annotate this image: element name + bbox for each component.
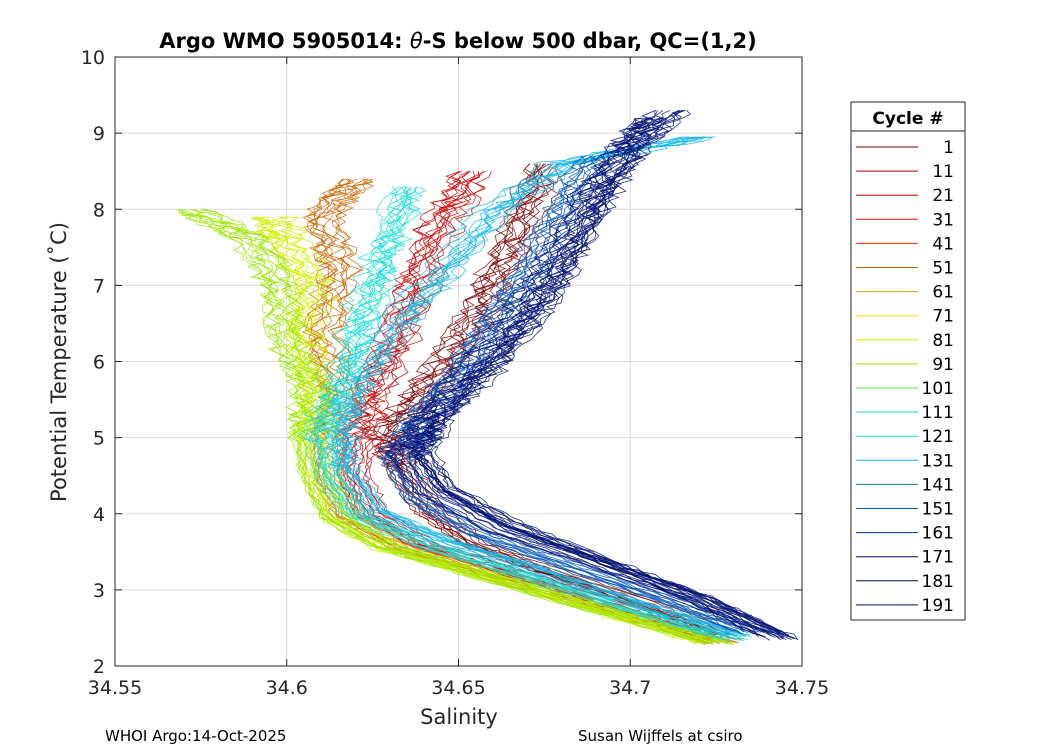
- legend-label: 161: [922, 524, 954, 544]
- x-tick-label: 34.75: [775, 677, 829, 699]
- x-tick-label: 34.6: [266, 677, 308, 699]
- legend-label: 151: [922, 500, 954, 520]
- x-axis-ticks: 34.55 34.6 34.65 34.7 34.75: [88, 57, 829, 699]
- y-tick-label: 8: [93, 199, 105, 221]
- chart-title-theta: θ: [410, 29, 423, 53]
- legend-label: 141: [922, 475, 954, 495]
- profile-line-cycle-91: [180, 208, 709, 644]
- legend-label: 31: [932, 210, 954, 230]
- x-tick-label: 34.7: [609, 677, 651, 699]
- profile-line-cycle-1: [366, 163, 709, 636]
- legend-label: 41: [932, 234, 954, 254]
- y-tick-label: 2: [93, 656, 105, 678]
- legend-label: 61: [932, 283, 954, 303]
- profile-line-cycle-191: [400, 117, 776, 638]
- profile-line-cycle-121: [329, 186, 745, 642]
- y-axis-label: Potential Temperature (˚C): [47, 222, 71, 502]
- profile-line-cycle-171: [384, 109, 759, 638]
- profile-line-cycle-121: [303, 186, 725, 640]
- profile-line-cycle-131: [337, 136, 745, 636]
- profile-line-cycle-191: [396, 117, 771, 641]
- profile-line-cycle-191: [417, 117, 792, 640]
- y-tick-label: 9: [93, 123, 105, 145]
- y-tick-label: 5: [93, 428, 105, 450]
- x-axis-label: Salinity: [420, 705, 498, 729]
- chart-title: Argo WMO 5905014: θ-S below 500 dbar, QC…: [159, 29, 756, 53]
- footer-left: WHOI Argo:14-Oct-2025: [105, 727, 286, 745]
- legend-label: 11: [932, 162, 954, 182]
- legend-label: 91: [932, 355, 954, 375]
- profile-line-cycle-151: [377, 155, 734, 631]
- profile-line-cycle-191: [410, 117, 784, 640]
- profile-line-cycle-81: [255, 216, 706, 644]
- y-tick-label: 10: [81, 47, 105, 69]
- legend-title: Cycle #: [872, 109, 943, 129]
- legend-label: 51: [932, 259, 954, 279]
- legend-label: 111: [922, 403, 954, 423]
- profile-line-cycle-151: [406, 155, 766, 632]
- profile-line-cycle-121: [297, 186, 718, 639]
- legend-label: 21: [932, 186, 954, 206]
- legend-label: 191: [922, 596, 954, 616]
- profile-line-cycle-131: [334, 136, 743, 635]
- legend: Cycle # 11121314151617181911011111211311…: [850, 101, 966, 621]
- y-tick-label: 6: [93, 352, 105, 374]
- profile-line-cycle-81: [252, 216, 706, 644]
- profile-line-cycle-191: [407, 117, 782, 641]
- profile-line-cycle-21: [363, 170, 736, 640]
- legend-label: 81: [932, 331, 954, 351]
- profile-line-cycle-91: [179, 208, 709, 644]
- legend-label: 181: [922, 572, 954, 592]
- chart-title-suffix: -S below 500 dbar, QC=(1,2): [423, 29, 757, 53]
- profile-line-cycle-121: [307, 186, 731, 640]
- profile-line-cycle-91: [178, 209, 707, 644]
- x-tick-label: 34.55: [88, 677, 142, 699]
- profile-line-cycle-1: [395, 163, 744, 635]
- legend-box: [850, 101, 966, 621]
- profile-line-cycle-131: [326, 136, 735, 635]
- legend-label: 121: [922, 427, 954, 447]
- legend-label: 71: [932, 307, 954, 327]
- profile-line-cycle-191: [428, 117, 799, 640]
- profile-line-cycle-131: [313, 136, 725, 636]
- legend-label: 1: [943, 138, 954, 158]
- y-axis-ticks: 2 3 4 5 6 7 8 9 10: [81, 47, 802, 678]
- profile-line-cycle-121: [305, 186, 729, 642]
- profile-line-cycle-91: [176, 208, 708, 645]
- y-tick-label: 4: [93, 504, 105, 526]
- profile-lines: [176, 109, 799, 646]
- x-tick-label: 34.65: [431, 677, 485, 699]
- profile-line-cycle-1: [369, 163, 717, 635]
- legend-label: 131: [922, 451, 954, 471]
- legend-entries: 1112131415161718191101111121131141151161…: [856, 138, 954, 616]
- y-tick-label: 3: [93, 580, 105, 602]
- legend-label: 101: [922, 379, 954, 399]
- profile-line-cycle-21: [336, 170, 708, 641]
- profile-line-cycle-191: [429, 117, 798, 640]
- legend-label: 171: [922, 548, 954, 568]
- footer-right: Susan Wijffels at csiro: [578, 727, 743, 745]
- profile-line-cycle-171: [384, 110, 764, 637]
- y-tick-label: 7: [93, 275, 105, 297]
- chart-title-prefix: Argo WMO 5905014:: [159, 29, 410, 53]
